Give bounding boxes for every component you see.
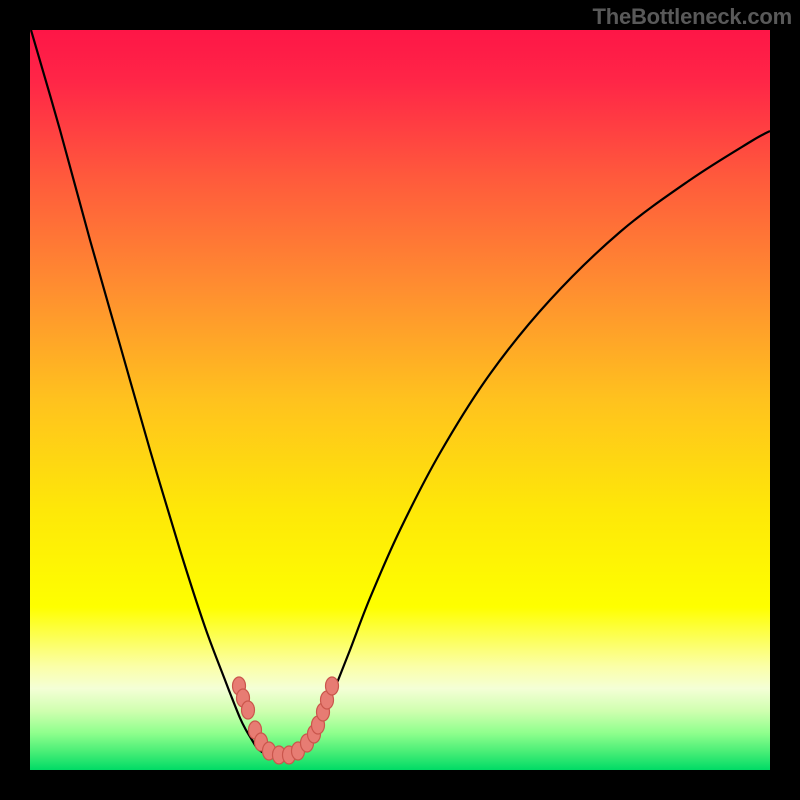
marker-point: [326, 677, 339, 695]
marker-point: [242, 701, 255, 719]
bottleneck-chart: [30, 30, 770, 770]
chart-frame: TheBottleneck.com: [0, 0, 800, 800]
watermark-text: TheBottleneck.com: [592, 4, 792, 30]
chart-background: [30, 30, 770, 770]
